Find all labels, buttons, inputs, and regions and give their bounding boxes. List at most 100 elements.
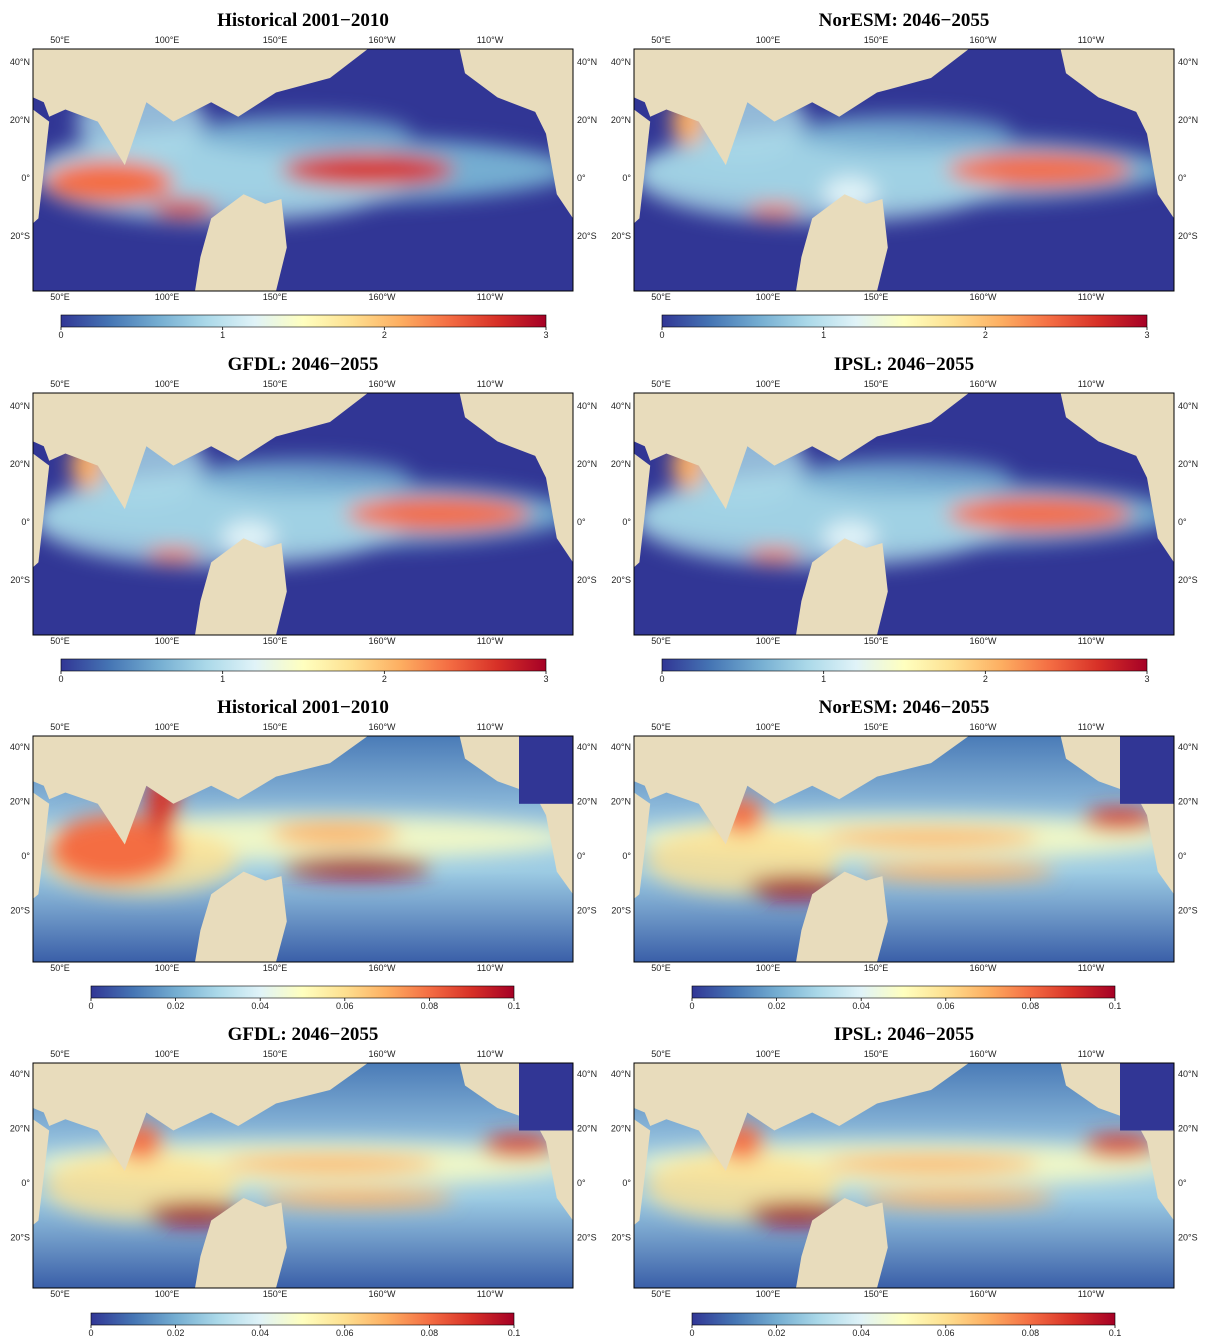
lat-label: 0° [21, 1178, 30, 1188]
land [195, 538, 287, 635]
land [195, 1198, 287, 1288]
lat-label: 20°N [10, 115, 30, 125]
land [634, 792, 651, 899]
colorbar-tick-label: 0 [88, 1328, 93, 1338]
lat-label: 20°N [611, 1124, 631, 1134]
lon-label: 110°W [477, 963, 504, 973]
land [796, 194, 888, 291]
field-blob [195, 114, 411, 154]
colorbar-tick-label: 1 [220, 330, 225, 340]
field-blobs [634, 85, 1174, 224]
lon-label: 100°E [756, 963, 781, 973]
colorbar [90, 985, 515, 999]
colorbar-tick-label: 0.08 [1022, 1001, 1040, 1011]
lon-label: 50°E [50, 379, 70, 389]
lon-label: 110°W [1078, 963, 1105, 973]
colorbar-tick-label: 0.08 [421, 1328, 439, 1338]
colorbar-tick-label: 1 [220, 674, 225, 684]
lat-label: 20°N [1178, 1124, 1198, 1134]
lon-label: 160°W [969, 35, 997, 45]
field-blob [1082, 1135, 1158, 1158]
field-blob [49, 815, 179, 883]
panel-title: NorESM: 2046−2055 [819, 697, 990, 718]
lon-label: 150°E [263, 722, 288, 732]
land [634, 736, 969, 845]
panel-title: IPSL: 2046−2055 [834, 354, 974, 375]
lat-label: 0° [622, 517, 631, 527]
land [634, 1063, 969, 1171]
colorbar-tick-label: 0.1 [1109, 1328, 1122, 1338]
field-blob [747, 203, 802, 219]
colorbar-tick-label: 0 [88, 1001, 93, 1011]
colorbar [90, 1312, 515, 1326]
colorbar-tick-label: 0 [58, 330, 63, 340]
map-frame [32, 735, 574, 963]
lon-label: 160°W [368, 636, 396, 646]
map-panel: GFDL: 2046−2055 50°E 50°E 100°E 100°E 150°E 15… [10, 1024, 597, 1338]
lon-label: 150°E [864, 636, 889, 646]
lon-label: 150°E [263, 636, 288, 646]
lon-label: 160°W [368, 963, 396, 973]
colorbar-tick-label: 2 [983, 330, 988, 340]
lon-label: 160°W [969, 636, 997, 646]
lat-label: 20°N [1178, 115, 1198, 125]
land [33, 792, 50, 899]
lon-label: 150°E [864, 35, 889, 45]
lon-label: 160°W [969, 1049, 997, 1059]
lat-label: 40°N [577, 742, 597, 752]
field-blob [747, 547, 802, 563]
field-blob [146, 547, 201, 563]
lon-label: 50°E [50, 1289, 70, 1299]
lon-label: 150°E [263, 1289, 288, 1299]
colorbar-tick-label: 3 [1144, 674, 1149, 684]
colorbar-tick-label: 0 [689, 1328, 694, 1338]
land [459, 49, 573, 219]
lon-label: 110°W [1078, 379, 1105, 389]
lat-label: 40°N [10, 57, 30, 67]
map-field [33, 1063, 573, 1288]
land [1060, 393, 1174, 563]
lat-label: 40°N [10, 742, 30, 752]
land [195, 194, 287, 291]
lat-label: 20°S [577, 906, 597, 916]
lat-label: 20°N [10, 797, 30, 807]
lon-label: 110°W [477, 1289, 504, 1299]
lat-label: 0° [21, 517, 30, 527]
land [634, 109, 651, 224]
lon-label: 50°E [50, 636, 70, 646]
map-field [634, 393, 1174, 635]
field-blob [222, 1155, 438, 1174]
lat-label: 20°N [577, 797, 597, 807]
lat-label: 0° [21, 173, 30, 183]
map-panel: Historical 2001−2010 50°E 50°E 100°E 100°E 15… [10, 697, 597, 1011]
lon-label: 160°W [969, 379, 997, 389]
lat-label: 40°N [611, 1069, 631, 1079]
field-blob [947, 153, 1131, 187]
lon-label: 100°E [756, 379, 781, 389]
lon-label: 50°E [651, 35, 671, 45]
lat-label: 20°S [1178, 575, 1198, 585]
lon-label: 160°W [368, 379, 396, 389]
lon-label: 160°W [969, 722, 997, 732]
field-blob [281, 153, 455, 187]
colorbar-tick-label: 0.06 [937, 1328, 955, 1338]
map-frame [633, 48, 1175, 292]
lon-label: 110°W [1078, 1049, 1105, 1059]
lon-label: 160°W [368, 1049, 396, 1059]
lat-label: 0° [577, 1178, 586, 1188]
lon-label: 50°E [651, 1289, 671, 1299]
lat-label: 40°N [577, 1069, 597, 1079]
land [1120, 736, 1174, 804]
colorbar-tick-label: 0.02 [167, 1328, 185, 1338]
lat-label: 20°S [611, 906, 631, 916]
field-blob [860, 1189, 1056, 1207]
map-frame [32, 48, 574, 292]
field-blob [823, 1155, 1039, 1174]
lon-label: 50°E [651, 1049, 671, 1059]
colorbar-tick-label: 0 [659, 674, 664, 684]
lat-label: 40°N [1178, 57, 1198, 67]
land [634, 49, 969, 166]
lon-label: 50°E [50, 292, 70, 302]
lon-label: 160°W [368, 1289, 396, 1299]
lat-label: 0° [622, 1178, 631, 1188]
